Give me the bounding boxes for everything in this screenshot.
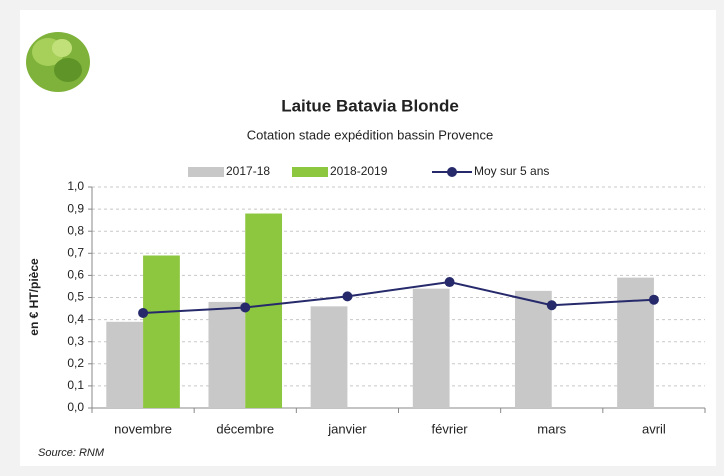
- x-tick-label: avril: [642, 421, 666, 436]
- bar: [143, 256, 180, 408]
- bar: [208, 302, 245, 408]
- chart-subtitle: Cotation stade expédition bassin Provenc…: [247, 127, 493, 142]
- y-axis-label: en € HT/pièce: [27, 258, 41, 336]
- lettuce-icon: [26, 32, 90, 92]
- y-tick-label: 0,6: [67, 268, 84, 282]
- y-tick-label: 0,2: [67, 356, 84, 370]
- legend-swatch: [188, 167, 224, 177]
- chart: Laitue Batavia Blonde Cotation stade exp…: [0, 0, 724, 476]
- y-tick-label: 0,3: [67, 334, 84, 348]
- line-marker: [649, 295, 659, 305]
- bar: [106, 322, 143, 408]
- y-tick-label: 0,0: [67, 400, 84, 414]
- y-tick-label: 0,4: [67, 312, 84, 326]
- x-tick-label: mars: [537, 421, 566, 436]
- bar: [413, 289, 450, 408]
- chart-title: Laitue Batavia Blonde: [281, 96, 459, 115]
- x-tick-label: décembre: [216, 421, 274, 436]
- line-marker: [342, 291, 352, 301]
- y-tick-label: 1,0: [67, 179, 84, 193]
- bar: [515, 291, 552, 408]
- legend-label: 2017-18: [226, 164, 270, 178]
- line-marker: [445, 277, 455, 287]
- x-tick-label: janvier: [327, 421, 367, 436]
- legend-swatch: [447, 167, 457, 177]
- legend-label: Moy sur 5 ans: [474, 164, 549, 178]
- bar: [245, 214, 282, 408]
- line-marker: [547, 300, 557, 310]
- x-tick-label: novembre: [114, 421, 172, 436]
- line-marker: [138, 308, 148, 318]
- legend-label: 2018-2019: [330, 164, 388, 178]
- line-marker: [240, 302, 250, 312]
- y-tick-label: 0,1: [67, 378, 84, 392]
- source-note: Source: RNM: [38, 447, 105, 459]
- bar: [311, 306, 348, 408]
- y-tick-label: 0,9: [67, 201, 84, 215]
- legend-swatch: [292, 167, 328, 177]
- x-tick-label: février: [432, 421, 469, 436]
- y-tick-label: 0,7: [67, 245, 84, 259]
- bar: [617, 278, 654, 408]
- y-tick-label: 0,5: [67, 290, 84, 304]
- y-tick-label: 0,8: [67, 223, 84, 237]
